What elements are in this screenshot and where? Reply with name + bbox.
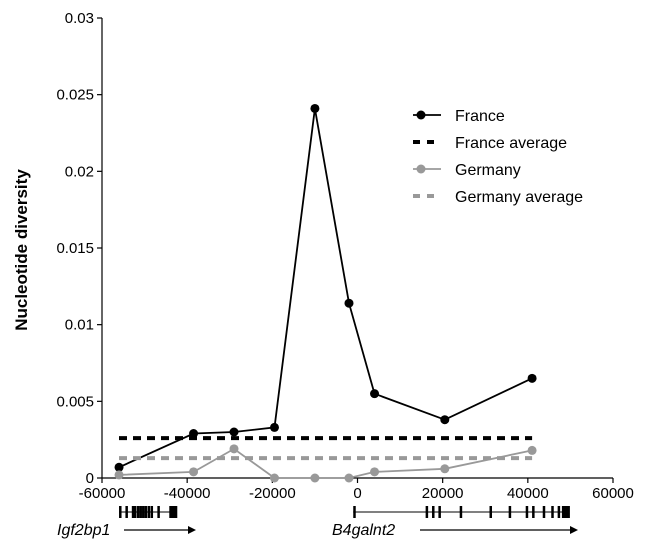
data-point — [344, 298, 354, 308]
gene-exon — [551, 506, 554, 518]
data-point — [370, 467, 380, 477]
gene-exon — [139, 506, 142, 518]
legend-marker — [416, 110, 426, 120]
gene-exon — [557, 506, 561, 518]
gene-exon — [561, 506, 570, 518]
x-tick-label: 0 — [353, 485, 361, 502]
y-tick-label: 0.025 — [56, 87, 94, 104]
gene-exon — [144, 506, 148, 518]
x-tick-label: 40000 — [507, 485, 549, 502]
data-point — [370, 389, 380, 399]
data-point — [310, 473, 320, 483]
gene-exon — [425, 506, 429, 518]
gene-exon — [532, 506, 535, 518]
gene-exon — [353, 506, 356, 518]
y-tick-label: 0.005 — [56, 393, 94, 410]
y-axis-title: Nucleotide diversity — [12, 169, 31, 331]
gene-exon — [525, 506, 529, 518]
x-tick-label: -60000 — [79, 485, 126, 502]
gene-exon — [119, 506, 122, 518]
legend-label: France average — [455, 135, 567, 152]
legend: France France average Germany Germany avera… — [413, 108, 583, 206]
gene-exon — [150, 506, 154, 518]
strand-arrow-head — [188, 526, 196, 534]
gene-exon — [125, 506, 128, 518]
data-point — [269, 422, 279, 432]
legend-label: Germany average — [455, 189, 583, 206]
y-axis-title-group: Nucleotide diversity — [12, 169, 31, 331]
gene-exon — [459, 506, 463, 518]
y-tick-label: 0.03 — [65, 10, 94, 27]
data-point — [527, 445, 537, 455]
x-tick-label: 20000 — [422, 485, 464, 502]
axes: 0 0.005 0.01 0.015 0.02 0.025 0.03 -60000 -40000… — [56, 10, 633, 502]
x-tick-label: 60000 — [592, 485, 634, 502]
gene-track: Igf2bp1 B4galnt2 — [57, 506, 578, 539]
y-tick-label: 0.01 — [65, 317, 94, 334]
legend-label: Germany — [455, 162, 521, 179]
data-point — [440, 464, 450, 474]
series-line — [118, 447, 533, 479]
y-tick-label: 0 — [86, 470, 94, 487]
gene-label: Igf2bp1 — [57, 522, 110, 539]
y-tick-label: 0.015 — [56, 240, 94, 257]
gene-exon — [438, 506, 441, 518]
gene-exon — [432, 506, 435, 518]
gene-exon — [133, 506, 137, 518]
data-point — [114, 470, 124, 480]
data-point — [310, 103, 320, 113]
data-point — [229, 427, 239, 437]
data-point — [189, 467, 199, 477]
data-point — [229, 444, 239, 454]
gene-exon — [508, 506, 512, 518]
gene-exon — [489, 506, 493, 518]
gene-exon — [169, 506, 178, 518]
gene-exon — [157, 506, 160, 518]
gene-exon — [131, 506, 135, 518]
x-tick-label: -20000 — [249, 485, 296, 502]
data-point — [114, 462, 124, 472]
data-point — [269, 473, 279, 483]
data-marks — [114, 103, 537, 483]
gene-exon — [542, 506, 546, 518]
legend-label: France — [455, 108, 505, 125]
gene-exon — [142, 506, 145, 518]
data-point — [344, 473, 354, 483]
x-tick-label: -40000 — [164, 485, 211, 502]
data-point — [527, 373, 537, 383]
data-point — [189, 429, 199, 439]
strand-arrow-head — [570, 526, 578, 534]
gene-exon — [147, 506, 151, 518]
legend-marker — [416, 164, 426, 174]
y-tick-label: 0.02 — [65, 163, 94, 180]
gene-label: B4galnt2 — [332, 522, 395, 539]
gene-exon — [136, 506, 140, 518]
data-point — [440, 415, 450, 425]
